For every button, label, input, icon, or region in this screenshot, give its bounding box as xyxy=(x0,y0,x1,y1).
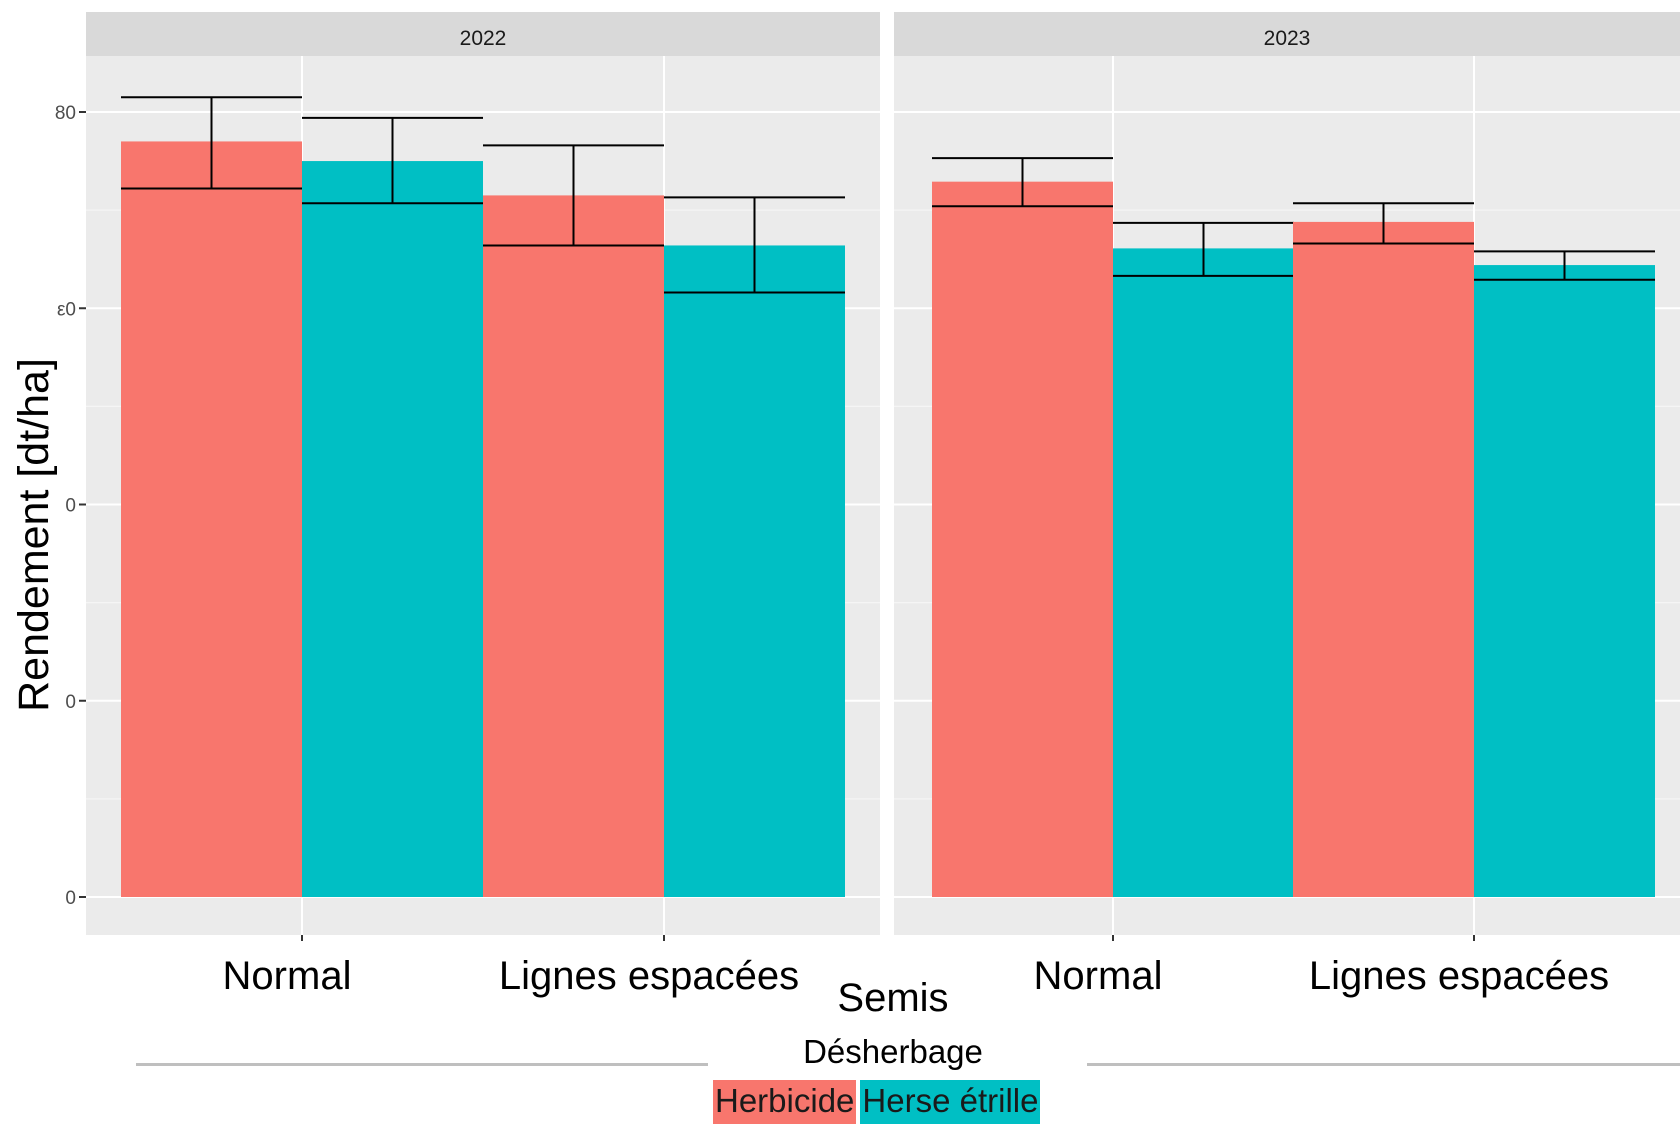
y-tick-label: 0 xyxy=(65,496,76,517)
facet-label: 2022 xyxy=(460,27,507,50)
legend-item-herse-etrille: Herse étrille xyxy=(860,1080,1041,1124)
y-tick-label: 0 xyxy=(65,888,76,909)
x-tick-label: Normal xyxy=(223,954,352,998)
y-tick-label: 80 xyxy=(55,103,76,124)
y-tick-label: ε0 xyxy=(57,299,76,320)
x-tick-label: Lignes espacées xyxy=(1309,954,1609,998)
x-tick-label: Normal xyxy=(1034,954,1163,998)
legend-rule-right xyxy=(1087,1063,1680,1066)
bar xyxy=(121,141,302,897)
bar xyxy=(302,161,483,897)
bar xyxy=(483,195,664,897)
facet-label: 2023 xyxy=(1264,27,1311,50)
y-axis-label: Rendement [dt/ha] xyxy=(10,358,58,712)
bar xyxy=(932,181,1113,897)
legend-rule-left xyxy=(136,1063,708,1066)
facet-strip xyxy=(86,12,880,56)
bar xyxy=(1113,248,1294,898)
facet-strip xyxy=(894,12,1680,56)
bar xyxy=(664,245,845,897)
legend: Herbicide Herse étrille xyxy=(713,1080,1041,1124)
bar xyxy=(1293,221,1474,897)
x-axis-label: Semis xyxy=(837,976,948,1020)
legend-title: Désherbage xyxy=(803,1033,983,1070)
y-tick-label: 0 xyxy=(65,692,76,713)
legend-item-herbicide: Herbicide xyxy=(713,1080,857,1124)
x-tick-label: Lignes espacées xyxy=(499,954,799,998)
bar xyxy=(1474,265,1655,897)
